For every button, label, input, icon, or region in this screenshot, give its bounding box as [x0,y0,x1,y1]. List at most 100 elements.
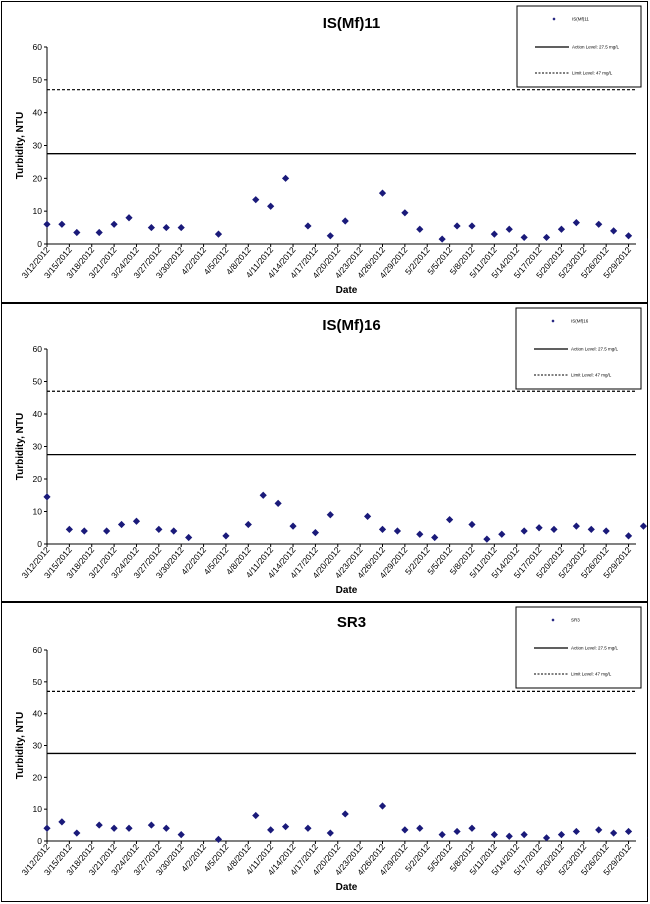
data-point [311,529,320,537]
legend-label-limit: Limit Level: 47 mg/L [572,71,613,76]
data-point [125,824,133,832]
data-point [401,209,409,217]
y-tick-label: 20 [33,173,43,183]
legend-label-action: Action Level: 27.5 mg/L [571,646,619,651]
legend-label-limit: Limit Level: 47 mg/L [571,672,612,677]
data-point [520,233,528,242]
y-tick-label: 60 [33,344,43,354]
data-point [43,493,51,501]
data-point [58,220,66,228]
data-point [498,530,506,538]
data-point [595,220,603,228]
data-point [557,831,566,839]
y-axis-label: Turbidity, NTU [15,413,26,480]
data-point [542,233,551,242]
data-point [341,810,349,818]
y-axis-label: Turbidity, NTU [15,112,26,179]
data-point [43,824,51,832]
data-point [446,516,454,524]
data-point [416,530,424,538]
data-point [73,829,81,837]
y-tick-label: 40 [33,108,43,118]
data-point [304,222,312,230]
data-point [110,220,118,228]
data-point [438,235,446,243]
y-tick-label: 20 [33,474,43,484]
y-tick-label: 40 [33,409,43,419]
data-point [393,527,402,535]
data-point [505,832,513,840]
data-point [95,821,103,829]
data-point [341,217,349,225]
data-point [468,222,476,230]
data-point [95,228,103,237]
data-point [542,834,551,842]
data-point [624,532,633,540]
y-tick-label: 50 [33,377,43,387]
data-point [416,225,424,233]
data-point [624,827,633,836]
data-point [326,232,334,240]
data-point [267,826,275,834]
data-point [259,491,267,499]
data-point [483,535,491,543]
chart-panel-2: IS(Mf)16 0 10 20 30 40 50 60 Turbidity, NTU 3/12/… [1,303,648,602]
data-point [520,831,528,839]
data-point [177,223,185,232]
data-point [162,824,170,832]
data-point [431,533,439,542]
data-point [252,811,260,820]
data-point [281,174,290,182]
data-point [73,228,81,237]
legend-label-action: Action Level: 27.5 mg/L [572,45,620,50]
data-point [416,824,424,832]
data-point [610,227,618,235]
legend-marker [551,618,555,622]
data-point [147,223,155,232]
data-point [304,824,312,832]
chart-panel-1: IS(Mf)11 0 10 20 30 40 50 60 Turbidity, NTU 3/12/… [1,1,648,303]
data-point [43,220,51,228]
x-axis-label: Date [336,285,358,296]
data-point [535,524,543,532]
data-point [244,520,252,529]
data-point [490,831,498,839]
data-point [572,827,580,836]
data-point [132,517,141,525]
legend: IS(Mf)11 Action Level: 27.5 mg/L Limit Lev… [516,5,642,88]
data-point [110,824,118,832]
y-tick-label: 40 [33,709,43,719]
chart-title: SR3 [337,614,366,631]
data-point [468,824,476,832]
data-point [58,818,66,826]
y-tick-label: 60 [33,645,43,655]
data-point [468,520,476,529]
y-tick-label: 0 [37,836,42,846]
legend-label-series: SR3 [571,618,580,623]
legend-marker [552,17,556,21]
data-point [267,202,275,210]
y-tick-label: 50 [33,75,43,85]
data-point [438,831,446,839]
y-tick-label: 10 [33,804,43,814]
legend-label-series: IS(Mf)11 [572,17,589,22]
data-point [170,527,178,535]
data-point [647,238,648,240]
data-point [595,826,603,834]
data-point [490,230,498,238]
legend-label-limit: Limit Level: 47 mg/L [571,373,612,378]
data-point [162,223,170,232]
data-point [65,525,73,533]
legend-label-action: Action Level: 27.5 mg/L [571,347,619,352]
data-point [453,222,461,230]
data-point [401,826,409,834]
data-point [624,232,633,240]
data-point [147,821,155,829]
data-point [557,225,566,233]
data-point [185,533,193,542]
data-point [587,525,595,533]
y-tick-label: 30 [33,442,43,452]
data-point [103,527,111,535]
